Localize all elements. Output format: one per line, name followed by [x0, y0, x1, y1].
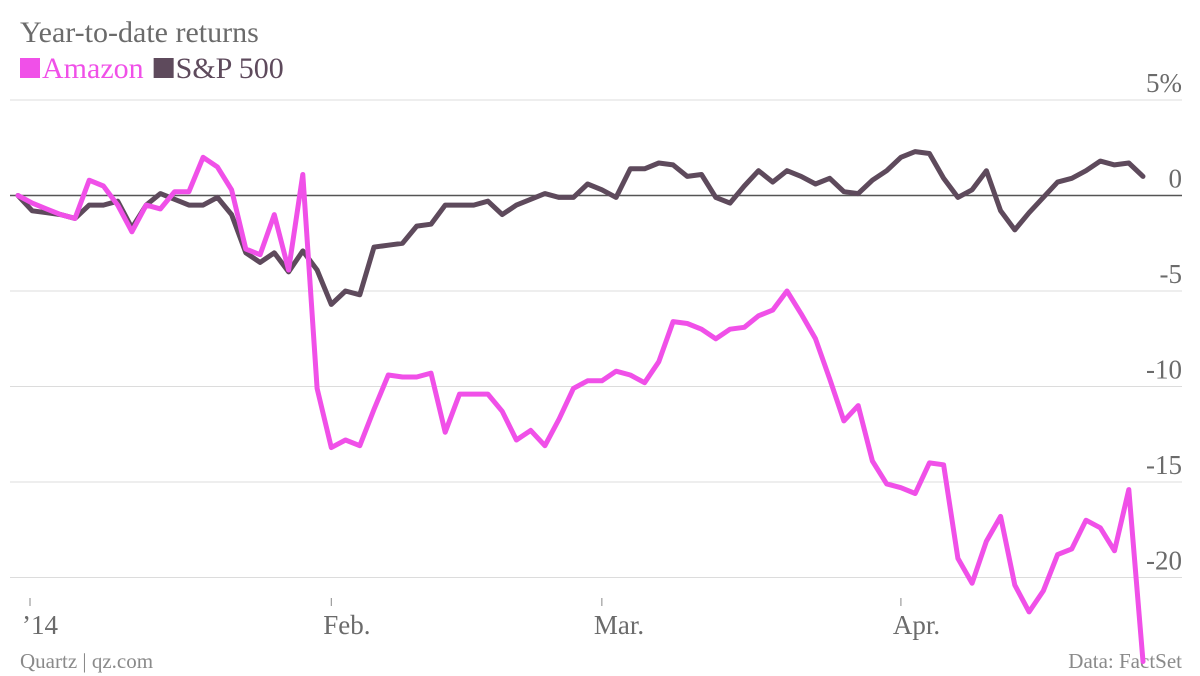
x-tick-label: Feb. [323, 610, 370, 640]
credit: Quartz | qz.com [20, 649, 153, 673]
legend-swatch [20, 58, 40, 78]
legend-swatch [153, 58, 174, 78]
x-tick-label: Apr. [893, 610, 940, 640]
legend-label: S&P 500 [176, 52, 284, 85]
series-line [15, 154, 1146, 664]
y-tick-label: -20 [1146, 546, 1182, 576]
y-tick-label: -5 [1160, 259, 1183, 289]
legend-label: Amazon [42, 52, 144, 85]
y-tick-label: -15 [1146, 450, 1182, 480]
y-tick-label: 5% [1146, 68, 1182, 98]
y-tick-label: 0 [1169, 164, 1183, 194]
y-tick-label: -10 [1146, 355, 1182, 385]
legend: Amazon S&P 500 [20, 52, 284, 85]
series-line [15, 149, 1146, 307]
x-tick-label: Mar. [594, 610, 644, 640]
source: Data: FactSet [1068, 649, 1182, 673]
x-tick-label: ’14 [22, 610, 58, 640]
chart-title: Year-to-date returns [20, 16, 259, 49]
